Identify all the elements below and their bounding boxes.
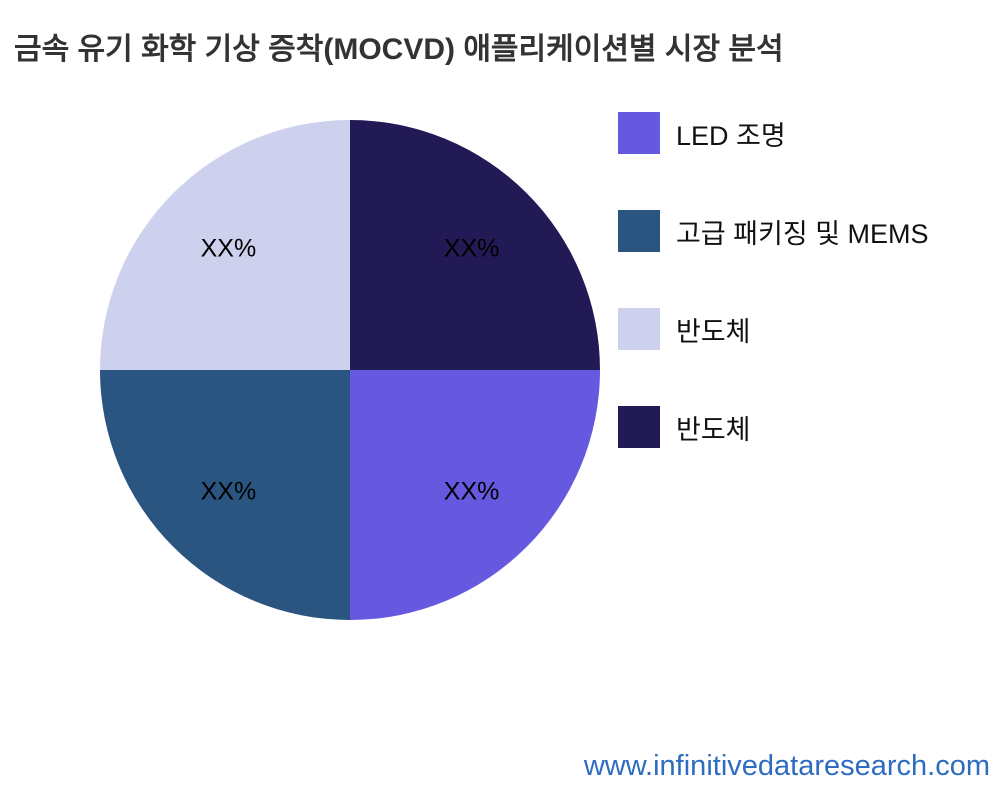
- pie-slice-0: [350, 120, 600, 370]
- pie-slice-2: [100, 370, 350, 620]
- pie-slice-1: [350, 370, 600, 620]
- legend-swatch-0: [618, 112, 660, 154]
- pie-slice-3: [100, 120, 350, 370]
- pie-chart-svg: XX% XX% XX% XX%: [100, 120, 600, 620]
- chart-legend: LED 조명 고급 패키징 및 MEMS 반도체 반도체: [618, 112, 929, 504]
- pie-slice-label-0: XX%: [444, 234, 500, 262]
- legend-item-0: LED 조명: [618, 112, 929, 154]
- legend-label-2: 반도체: [676, 316, 751, 347]
- legend-item-2: 반도체: [618, 308, 929, 350]
- legend-swatch-3: [618, 406, 660, 448]
- website-link[interactable]: www.infinitivedataresearch.com: [583, 750, 990, 782]
- pie-slice-label-2: XX%: [201, 478, 257, 506]
- pie-chart: XX% XX% XX% XX%: [100, 120, 600, 620]
- pie-slice-label-1: XX%: [444, 478, 500, 506]
- legend-item-3: 반도체: [618, 406, 929, 448]
- pie-slice-label-3: XX%: [201, 234, 257, 262]
- legend-item-1: 고급 패키징 및 MEMS: [618, 210, 929, 252]
- legend-label-0: LED 조명: [676, 120, 786, 151]
- chart-title: 금속 유기 화학 기상 증착(MOCVD) 애플리케이션별 시장 분석: [14, 33, 784, 66]
- legend-label-3: 반도체: [676, 414, 751, 445]
- legend-swatch-2: [618, 308, 660, 350]
- legend-swatch-1: [618, 210, 660, 252]
- legend-label-1: 고급 패키징 및 MEMS: [676, 218, 929, 249]
